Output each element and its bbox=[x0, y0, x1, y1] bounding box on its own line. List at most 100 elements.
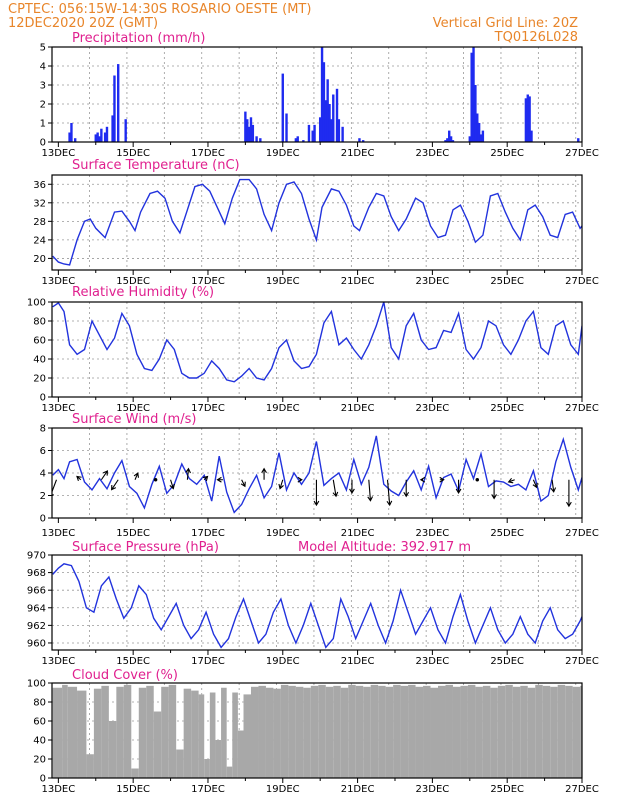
y-tick-label: 80 bbox=[33, 698, 46, 709]
cloud-bar bbox=[318, 684, 326, 778]
x-tick-label: 25DEC bbox=[490, 403, 524, 414]
plot-area bbox=[52, 435, 582, 514]
wind-arrow bbox=[491, 479, 497, 500]
cloud-bar bbox=[535, 684, 543, 778]
panel-title: Surface Pressure (hPa) bbox=[72, 540, 219, 555]
precip-bar bbox=[448, 130, 451, 142]
cloud-bar bbox=[258, 685, 266, 778]
x-tick-label: 15DEC bbox=[116, 784, 150, 795]
x-tick-label: 19DEC bbox=[266, 276, 300, 287]
y-tick-label: 28 bbox=[33, 217, 46, 228]
cloud-bar bbox=[400, 685, 409, 778]
precip-bar bbox=[322, 62, 326, 142]
precip-bar bbox=[247, 126, 251, 142]
wind-arrow bbox=[100, 470, 109, 481]
precip-bar bbox=[251, 124, 255, 142]
x-tick-label: 17DEC bbox=[191, 656, 225, 667]
header-grid-note: Vertical Grid Line: 20Z bbox=[433, 16, 578, 31]
y-tick-label: 40 bbox=[33, 736, 46, 747]
series-line bbox=[52, 435, 582, 514]
cloud-bar bbox=[415, 686, 424, 778]
precip-bar bbox=[468, 136, 471, 142]
wind-arrow bbox=[261, 467, 267, 480]
x-tick-label: 17DEC bbox=[191, 528, 225, 539]
cloud-bar bbox=[67, 686, 78, 778]
panel-title: Surface Temperature (nC) bbox=[72, 158, 240, 173]
x-tick-label: 25DEC bbox=[490, 656, 524, 667]
x-tick-label: 23DEC bbox=[416, 403, 450, 414]
cloud-bar bbox=[467, 684, 476, 778]
y-tick-label: 80 bbox=[33, 317, 46, 328]
precip-bar bbox=[449, 136, 453, 142]
header-date: 12DEC2020 20Z (GMT) bbox=[8, 16, 158, 31]
wind-arrow bbox=[455, 479, 462, 495]
x-tick-label: 21DEC bbox=[341, 528, 375, 539]
y-tick-label: 60 bbox=[33, 717, 46, 728]
x-tick-label: 15DEC bbox=[116, 403, 150, 414]
cloud-bar bbox=[243, 694, 251, 778]
y-tick-label: 24 bbox=[33, 235, 46, 246]
plot-area bbox=[52, 684, 582, 778]
precip-bar bbox=[255, 136, 258, 142]
x-tick-label: 13DEC bbox=[41, 403, 75, 414]
precip-bar bbox=[313, 124, 316, 142]
precip-bar bbox=[318, 117, 322, 142]
y-tick-label: 0 bbox=[40, 774, 46, 785]
cloud-bar bbox=[385, 686, 394, 778]
cloud-bar bbox=[437, 685, 446, 778]
precip-bar bbox=[577, 138, 580, 142]
cloud-bar bbox=[138, 687, 147, 778]
cloud-bar bbox=[445, 684, 453, 778]
cloud-bar bbox=[408, 684, 416, 778]
x-tick-label: 21DEC bbox=[341, 656, 375, 667]
precip-bar bbox=[451, 140, 455, 142]
cloud-bar bbox=[370, 684, 379, 778]
plot-area bbox=[52, 302, 582, 383]
precip-bar bbox=[446, 138, 449, 142]
x-tick-label: 15DEC bbox=[116, 148, 150, 159]
cloud-bar bbox=[340, 687, 349, 778]
y-tick-label: 970 bbox=[27, 551, 46, 562]
cloud-bar bbox=[183, 688, 192, 778]
x-tick-label: 17DEC bbox=[191, 148, 225, 159]
precip-bar bbox=[124, 119, 127, 142]
precip-bar bbox=[73, 138, 77, 142]
x-tick-label: 15DEC bbox=[116, 528, 150, 539]
panel-frame bbox=[51, 682, 583, 779]
wind-arrow bbox=[133, 472, 140, 480]
precip-bar bbox=[70, 123, 73, 142]
cloud-bar bbox=[237, 730, 244, 778]
precip-bar bbox=[341, 126, 344, 142]
panel-frame bbox=[51, 554, 583, 651]
wind-arrow bbox=[367, 479, 374, 502]
cloud-bar bbox=[295, 686, 304, 778]
precip-bar bbox=[528, 96, 531, 142]
precip-bar bbox=[68, 132, 71, 142]
wind-arrow bbox=[153, 477, 158, 482]
precip-bar bbox=[470, 52, 473, 142]
cloud-bar bbox=[209, 692, 216, 778]
precip-bar bbox=[330, 119, 333, 142]
precip-bar bbox=[320, 47, 324, 142]
plot-area bbox=[52, 178, 582, 266]
precip-bar bbox=[294, 138, 298, 142]
cloud-bar bbox=[108, 721, 117, 778]
y-tick-label: 0 bbox=[40, 138, 46, 149]
precip-bar bbox=[100, 128, 103, 142]
y-tick-label: 32 bbox=[33, 198, 46, 209]
panel-frame bbox=[51, 301, 583, 398]
x-tick-label: 23DEC bbox=[416, 276, 450, 287]
cloud-bar bbox=[93, 688, 102, 778]
panel-1: 0 1 2 3 4 5 13DEC 15DEC 17DEC 19DEC 21DEC 23DEC 25DE… bbox=[40, 31, 599, 159]
header-model: TQ0126L028 bbox=[494, 30, 578, 45]
x-tick-label: 27DEC bbox=[565, 656, 599, 667]
wind-arrow bbox=[332, 479, 339, 498]
wind-arrow bbox=[475, 477, 480, 482]
y-tick-label: 960 bbox=[27, 638, 46, 649]
x-tick-label: 27DEC bbox=[565, 276, 599, 287]
y-tick-label: 40 bbox=[33, 355, 46, 366]
x-tick-label: 13DEC bbox=[41, 148, 75, 159]
y-tick-label: 4 bbox=[40, 62, 46, 73]
precip-bar bbox=[479, 134, 483, 142]
